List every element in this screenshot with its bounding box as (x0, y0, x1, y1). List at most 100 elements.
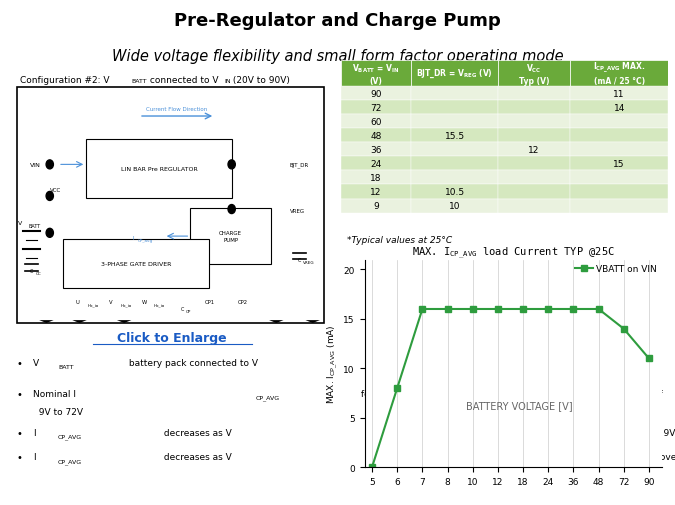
Bar (570, 171, 668, 185)
Text: operating range of: operating range of (575, 389, 663, 398)
Text: 72: 72 (371, 104, 382, 113)
Bar (341, 101, 411, 115)
Bar (570, 199, 668, 213)
Text: 15.5: 15.5 (445, 131, 464, 140)
Text: Ho_io: Ho_io (121, 303, 132, 307)
VBATT on VIN (468, 307, 477, 313)
Text: 3-PHASE GATE DRIVER: 3-PHASE GATE DRIVER (101, 262, 171, 267)
Text: I: I (33, 452, 36, 461)
Text: U: U (76, 299, 80, 305)
Bar (341, 61, 411, 87)
Text: IN: IN (224, 79, 231, 84)
Text: CHARGE
PUMP: CHARGE PUMP (219, 231, 242, 242)
Text: BATT: BATT (507, 395, 522, 400)
Text: 18: 18 (371, 174, 382, 183)
Bar (498, 157, 570, 171)
Circle shape (46, 192, 53, 201)
Bar (86, 139, 232, 198)
VBATT on VIN (494, 307, 502, 313)
Bar (190, 209, 271, 264)
Text: 10: 10 (449, 201, 460, 211)
Text: *Typical values at 25°C: *Typical values at 25°C (348, 235, 452, 244)
Line: VBATT on VIN: VBATT on VIN (369, 307, 651, 470)
Text: C: C (30, 269, 33, 274)
Text: BATT: BATT (58, 364, 74, 369)
Bar (341, 157, 411, 171)
Text: LIN BAR Pre REGULATOR: LIN BAR Pre REGULATOR (121, 166, 197, 171)
Circle shape (46, 161, 53, 170)
Text: V: V (33, 358, 39, 367)
Bar (570, 115, 668, 129)
Text: C: C (298, 258, 301, 263)
Bar (411, 115, 498, 129)
Text: 10.5: 10.5 (445, 188, 464, 196)
Polygon shape (117, 321, 132, 323)
Polygon shape (269, 321, 283, 323)
Bar (411, 171, 498, 185)
Text: •: • (17, 358, 22, 368)
Bar (63, 239, 209, 288)
Y-axis label: MAX. $\mathregular{I_{CP\_AVG}}$ (mA): MAX. $\mathregular{I_{CP\_AVG}}$ (mA) (326, 324, 340, 403)
Text: $\mathregular{I_{CP\_AVG}}$ MAX.
(mA / 25 °C): $\mathregular{I_{CP\_AVG}}$ MAX. (mA / 2… (593, 61, 645, 86)
Text: Nominal I: Nominal I (33, 389, 76, 398)
Bar (341, 115, 411, 129)
Text: BATT: BATT (531, 459, 547, 463)
Bar (570, 101, 668, 115)
Text: (20V to 90V): (20V to 90V) (230, 76, 290, 85)
Text: •: • (17, 452, 22, 462)
Text: Current Flow Direction: Current Flow Direction (146, 107, 208, 112)
Text: CP_avg: CP_avg (138, 239, 153, 243)
Text: •: • (17, 389, 22, 399)
Bar (570, 61, 668, 87)
Bar (570, 157, 668, 171)
Text: 14: 14 (614, 104, 625, 113)
Text: BATT: BATT (28, 224, 40, 228)
VBATT on VIN (620, 326, 628, 332)
Bar (411, 87, 498, 101)
VBATT on VIN (393, 385, 401, 391)
Text: decreases as V: decreases as V (161, 428, 232, 437)
Bar (498, 171, 570, 185)
Polygon shape (72, 321, 87, 323)
Text: W: W (141, 299, 146, 305)
Bar (411, 61, 498, 87)
Text: 12: 12 (529, 145, 540, 155)
Bar (411, 199, 498, 213)
Text: connected to V: connected to V (147, 76, 219, 85)
Text: 90: 90 (371, 89, 382, 98)
Text: Wide voltage flexibility and small form factor operating mode: Wide voltage flexibility and small form … (111, 49, 564, 64)
VBATT on VIN (418, 307, 427, 313)
Text: BJT_DR: BJT_DR (290, 162, 308, 168)
Polygon shape (305, 321, 320, 323)
Text: V: V (18, 221, 22, 226)
Bar (570, 129, 668, 143)
Title: MAX. $\mathregular{I_{CP\_AVG}}$ load Current TYP @25C: MAX. $\mathregular{I_{CP\_AVG}}$ load Cu… (412, 245, 614, 260)
Text: 24: 24 (371, 160, 381, 169)
Bar (411, 129, 498, 143)
Text: •: • (17, 428, 22, 438)
Text: BJT_DR = $\mathregular{V_{REG}}$ (V): BJT_DR = $\mathregular{V_{REG}}$ (V) (416, 68, 493, 80)
Bar (498, 143, 570, 157)
Text: drops below  9V: drops below 9V (600, 428, 675, 437)
Bar (341, 171, 411, 185)
VBATT on VIN (443, 307, 452, 313)
Text: CP_AVG: CP_AVG (58, 459, 82, 464)
Text: increases above  90V: increases above 90V (600, 452, 675, 461)
Text: battery pack connected to V: battery pack connected to V (126, 358, 259, 367)
Bar (498, 87, 570, 101)
Bar (341, 199, 411, 213)
Bar (341, 129, 411, 143)
Text: VIN: VIN (30, 163, 40, 168)
Text: Pre-Regulator and Charge Pump: Pre-Regulator and Charge Pump (174, 12, 501, 30)
Bar (498, 101, 570, 115)
Text: 60: 60 (371, 118, 382, 126)
Bar (17, 88, 324, 323)
Text: 9: 9 (373, 201, 379, 211)
Text: CP2: CP2 (238, 299, 248, 305)
Text: CP: CP (186, 310, 192, 314)
Text: 11: 11 (614, 89, 625, 98)
Bar (498, 129, 570, 143)
Bar (411, 143, 498, 157)
Text: $\mathregular{V_{CC}}$
Typ (V): $\mathregular{V_{CC}}$ Typ (V) (519, 62, 549, 85)
Text: 48: 48 (371, 131, 382, 140)
